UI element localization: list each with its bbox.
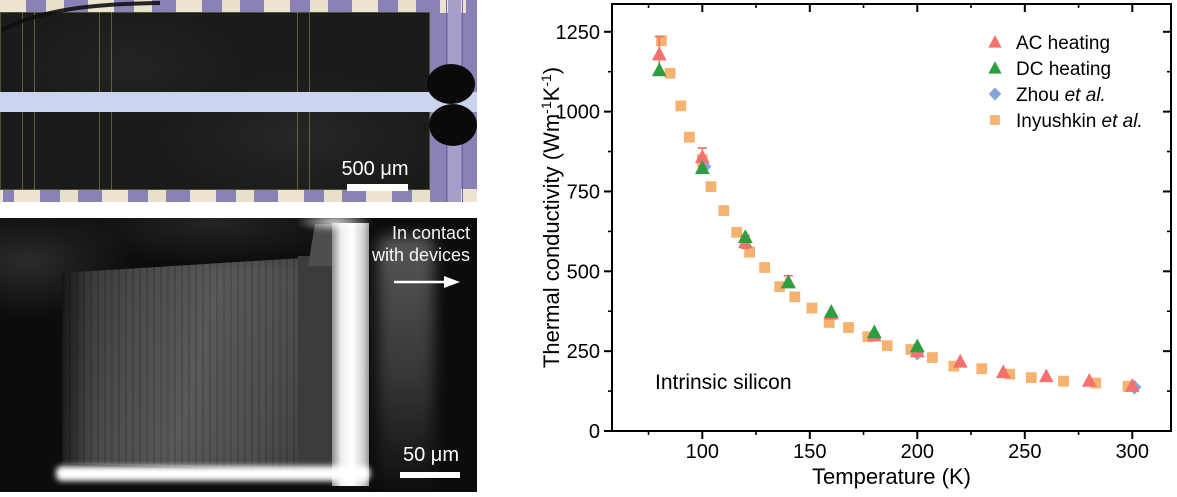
y-tick-label: 0 bbox=[589, 421, 600, 443]
legend-label: Zhou et al. bbox=[1016, 85, 1106, 106]
suspended-beam bbox=[0, 92, 477, 112]
bright-wisp bbox=[296, 218, 374, 232]
sample-slab bbox=[62, 258, 302, 470]
scale-bar-label: 500 μm bbox=[341, 158, 409, 180]
scale-bar-50um bbox=[400, 472, 460, 478]
bright-edge-bar bbox=[332, 223, 369, 486]
y-tick-label: 1000 bbox=[556, 102, 601, 124]
series-dc-heating bbox=[651, 62, 925, 353]
legend-label: Inyushkin et al. bbox=[1016, 111, 1143, 132]
scale-bar-label: 50 μm bbox=[403, 444, 459, 466]
y-tick-label: 250 bbox=[567, 341, 600, 363]
y-axis-label: Thermal conductivity (Wm-1K-1) bbox=[538, 67, 564, 368]
series-zhou-et-al- bbox=[697, 159, 1142, 395]
x-tick-label: 200 bbox=[901, 441, 934, 463]
annotation-line: with devices bbox=[371, 245, 470, 265]
y-tick-label: 750 bbox=[567, 181, 600, 203]
sem-micrograph: In contact with devices 50 μm bbox=[0, 218, 477, 492]
slab-step bbox=[298, 256, 332, 470]
wire-curve bbox=[1, 1, 161, 32]
y-tick-label: 500 bbox=[567, 261, 600, 283]
contact-blob bbox=[429, 104, 477, 146]
thermal-conductivity-chart: 100 150 200 250 300 0 250 500 750 1000 1250 Tempera… bbox=[525, 0, 1177, 497]
right-arrow-icon bbox=[394, 276, 460, 288]
x-tick-label: 300 bbox=[1116, 441, 1149, 463]
legend-label: DC heating bbox=[1016, 59, 1111, 80]
annotation-line: In contact bbox=[391, 223, 470, 243]
contact-blob bbox=[427, 64, 475, 104]
plot-frame bbox=[611, 3, 1172, 432]
x-tick-label: 250 bbox=[1008, 441, 1041, 463]
out-of-focus-device bbox=[378, 236, 434, 488]
bond-pads-bottom bbox=[0, 189, 477, 202]
x-tick-label: 150 bbox=[793, 441, 826, 463]
legend-label: AC heating bbox=[1016, 33, 1110, 54]
series-inyushkin-et-al- bbox=[656, 35, 1134, 392]
x-axis-label: Temperature (K) bbox=[812, 464, 971, 489]
y-tick-label: 1250 bbox=[556, 22, 601, 44]
optical-micrograph: 500 μm bbox=[0, 0, 477, 202]
bottom-glow bbox=[56, 466, 370, 481]
legend: AC heating DC heating Zhou et al. Inyushkin… bbox=[988, 33, 1143, 132]
chart-canvas: 100 150 200 250 300 0 250 500 750 1000 1250 Tempera… bbox=[538, 3, 1172, 489]
x-tick-label: 100 bbox=[686, 441, 719, 463]
in-contact-annotation: In contact with devices bbox=[352, 222, 470, 266]
scale-bar-500um bbox=[347, 184, 408, 191]
chart-annotation: Intrinsic silicon bbox=[655, 371, 792, 394]
